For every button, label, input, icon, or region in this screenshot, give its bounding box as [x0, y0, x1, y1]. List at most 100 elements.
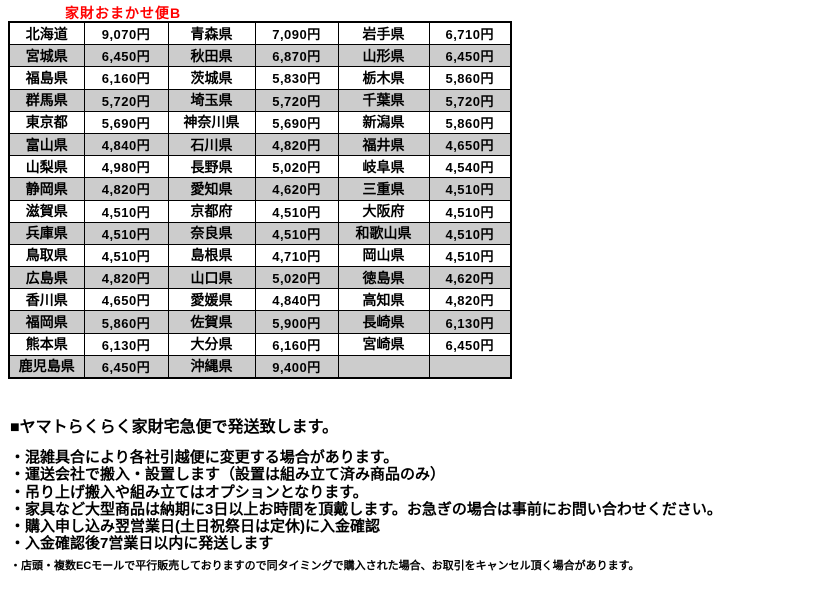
prefecture-cell: 京都府	[167, 199, 256, 223]
price-cell: 4,820円	[254, 132, 339, 157]
price-table-body: 北海道 9,070円 青森県 7,090円 岩手県 6,710円 宮城県 6,450円 秋田県 6…	[8, 21, 512, 379]
note-line: ・入金確認後7営業日以内に発送します	[10, 535, 274, 553]
price-cell: 4,510円	[254, 221, 339, 245]
price-cell: 4,650円	[428, 132, 512, 157]
table-row: 広島県 4,820円 山口県 5,020円 徳島県 4,620円	[8, 266, 512, 290]
prefecture-cell: 埼玉県	[167, 88, 256, 112]
prefecture-cell: 福島県	[8, 66, 85, 90]
price-cell: 9,070円	[83, 21, 169, 46]
prefecture-cell: 静岡県	[8, 177, 85, 201]
prefecture-cell: 東京都	[8, 110, 85, 134]
prefecture-cell: 大分県	[167, 332, 256, 356]
shipping-price-table: 北海道 9,070円 青森県 7,090円 岩手県 6,710円 宮城県 6,450円 秋田県 6…	[8, 21, 512, 379]
notes-heading: ■ヤマトらくらく家財宅急便で発送致します。	[10, 419, 339, 436]
prefecture-cell: 群馬県	[8, 88, 85, 112]
prefecture-cell: 香川県	[8, 288, 85, 312]
note-line: ・購入申し込み翌営業日(土日祝祭日は定休)に入金確認	[10, 518, 380, 536]
prefecture-cell: 岩手県	[337, 21, 430, 46]
table-row: 東京都 5,690円 神奈川県 5,690円 新潟県 5,860円	[8, 110, 512, 134]
price-cell: 4,510円	[428, 177, 512, 201]
prefecture-cell	[337, 354, 430, 379]
prefecture-cell: 兵庫県	[8, 221, 85, 245]
prefecture-cell: 鹿児島県	[8, 354, 85, 379]
prefecture-cell: 和歌山県	[337, 221, 430, 245]
prefecture-cell: 北海道	[8, 21, 85, 46]
prefecture-cell: 岐阜県	[337, 155, 430, 179]
price-cell: 6,870円	[254, 44, 339, 68]
price-cell: 4,510円	[83, 243, 169, 268]
table-row: 富山県 4,840円 石川県 4,820円 福井県 4,650円	[8, 132, 512, 157]
price-cell: 5,860円	[428, 110, 512, 134]
price-cell: 5,720円	[83, 88, 169, 112]
note-line: ・混雑具合により各社引越便に変更する場合があります。	[10, 449, 399, 466]
price-cell: 4,650円	[83, 288, 169, 312]
price-cell: 4,510円	[254, 199, 339, 223]
table-row: 北海道 9,070円 青森県 7,090円 岩手県 6,710円	[8, 21, 512, 46]
price-cell: 4,510円	[428, 199, 512, 223]
price-cell: 6,130円	[428, 310, 512, 334]
price-cell: 6,160円	[83, 66, 169, 90]
prefecture-cell: 青森県	[167, 21, 256, 46]
price-cell: 9,400円	[254, 354, 339, 379]
prefecture-cell: 三重県	[337, 177, 430, 201]
table-row: 香川県 4,650円 愛媛県 4,840円 高知県 4,820円	[8, 288, 512, 312]
prefecture-cell: 島根県	[167, 243, 256, 268]
shipping-notes: ■ヤマトらくらく家財宅急便で発送致します。 ・混雑具合により各社引越便に変更する…	[10, 413, 810, 553]
table-row: 宮城県 6,450円 秋田県 6,870円 山形県 6,450円	[8, 44, 512, 68]
price-cell: 5,020円	[254, 155, 339, 179]
prefecture-cell: 沖縄県	[167, 354, 256, 379]
price-cell: 5,020円	[254, 266, 339, 290]
table-row: 滋賀県 4,510円 京都府 4,510円 大阪府 4,510円	[8, 199, 512, 223]
note-line: ・家具など大型商品は納期に3日以上お時間を頂戴します。お急ぎの場合は事前にお問い…	[10, 500, 722, 518]
price-cell: 4,620円	[428, 266, 512, 290]
table-row: 群馬県 5,720円 埼玉県 5,720円 千葉県 5,720円	[8, 88, 512, 112]
prefecture-cell: 秋田県	[167, 44, 256, 68]
prefecture-cell: 千葉県	[337, 88, 430, 112]
table-row: 鹿児島県 6,450円 沖縄県 9,400円	[8, 354, 512, 379]
prefecture-cell: 山口県	[167, 266, 256, 290]
prefecture-cell: 愛知県	[167, 177, 256, 201]
price-cell: 4,820円	[83, 266, 169, 290]
price-cell: 5,720円	[428, 88, 512, 112]
prefecture-cell: 滋賀県	[8, 199, 85, 223]
price-cell: 5,690円	[83, 110, 169, 134]
prefecture-cell: 大阪府	[337, 199, 430, 223]
price-cell	[428, 354, 512, 379]
table-row: 福岡県 5,860円 佐賀県 5,900円 長崎県 6,130円	[8, 310, 512, 334]
price-cell: 5,900円	[254, 310, 339, 334]
price-cell: 4,710円	[254, 243, 339, 268]
price-cell: 5,860円	[428, 66, 512, 90]
prefecture-cell: 福岡県	[8, 310, 85, 334]
price-cell: 6,450円	[428, 44, 512, 68]
table-row: 熊本県 6,130円 大分県 6,160円 宮崎県 6,450円	[8, 332, 512, 356]
prefecture-cell: 徳島県	[337, 266, 430, 290]
price-cell: 6,160円	[254, 332, 339, 356]
price-cell: 5,720円	[254, 88, 339, 112]
price-cell: 4,620円	[254, 177, 339, 201]
price-cell: 6,450円	[428, 332, 512, 356]
price-cell: 6,450円	[83, 44, 169, 68]
prefecture-cell: 茨城県	[167, 66, 256, 90]
prefecture-cell: 奈良県	[167, 221, 256, 245]
prefecture-cell: 福井県	[337, 132, 430, 157]
price-cell: 4,820円	[428, 288, 512, 312]
price-cell: 4,820円	[83, 177, 169, 201]
prefecture-cell: 山形県	[337, 44, 430, 68]
prefecture-cell: 山梨県	[8, 155, 85, 179]
prefecture-cell: 宮崎県	[337, 332, 430, 356]
prefecture-cell: 熊本県	[8, 332, 85, 356]
price-cell: 6,130円	[83, 332, 169, 356]
table-title: 家財おまかせ便B	[65, 5, 182, 21]
prefecture-cell: 高知県	[337, 288, 430, 312]
price-cell: 6,710円	[428, 21, 512, 46]
table-row: 兵庫県 4,510円 奈良県 4,510円 和歌山県 4,510円	[8, 221, 512, 245]
price-cell: 4,840円	[83, 132, 169, 157]
price-cell: 5,690円	[254, 110, 339, 134]
prefecture-cell: 岡山県	[337, 243, 430, 268]
table-row: 鳥取県 4,510円 島根県 4,710円 岡山県 4,510円	[8, 243, 512, 268]
price-cell: 5,860円	[83, 310, 169, 334]
prefecture-cell: 宮城県	[8, 44, 85, 68]
prefecture-cell: 鳥取県	[8, 243, 85, 268]
price-cell: 5,830円	[254, 66, 339, 90]
prefecture-cell: 神奈川県	[167, 110, 256, 134]
